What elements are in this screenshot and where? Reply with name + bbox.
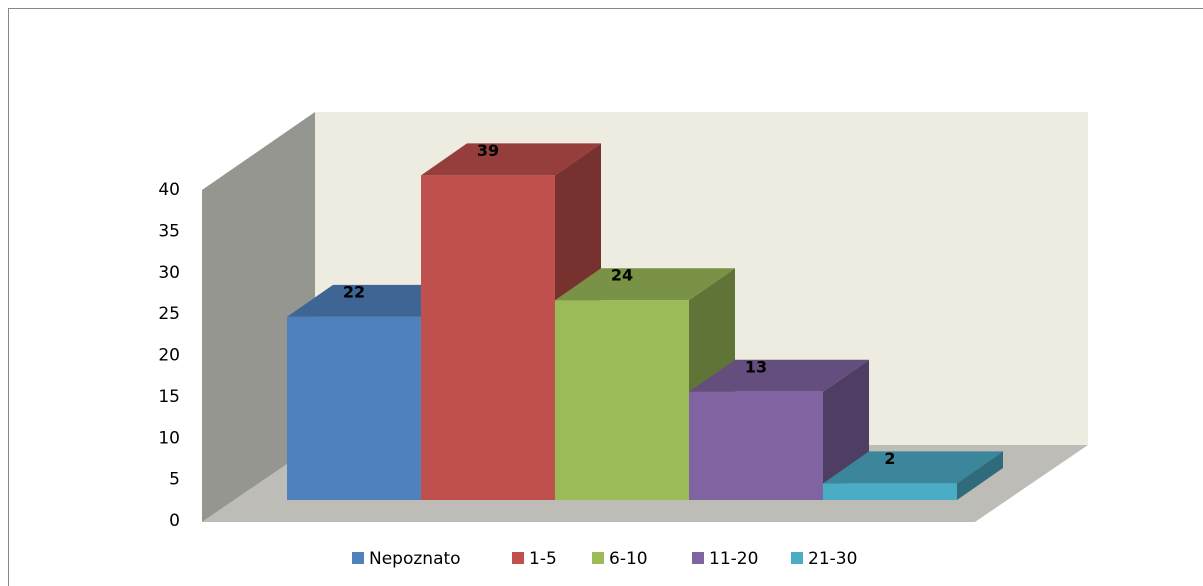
- side-wall: [202, 112, 315, 522]
- bar: [421, 175, 555, 500]
- data-label: 2: [884, 449, 895, 468]
- y-tick-label: 25: [158, 304, 180, 324]
- data-label: 24: [611, 266, 633, 285]
- data-label: 13: [745, 357, 767, 376]
- bar: [287, 316, 421, 500]
- chart-border: [8, 8, 1203, 586]
- bar-top: [555, 268, 735, 301]
- y-tick-label: 30: [158, 263, 180, 283]
- legend-label: 11-20: [709, 549, 758, 569]
- legend-swatch: [512, 552, 524, 564]
- bar-top: [421, 143, 601, 176]
- y-tick-label: 35: [158, 221, 180, 241]
- legend-label: Nepoznato: [369, 549, 461, 569]
- bar-top: [823, 451, 1003, 484]
- y-tick-label: 40: [158, 180, 180, 200]
- y-tick-label: 20: [158, 346, 180, 366]
- y-tick-label: 5: [169, 470, 180, 490]
- bar: [689, 391, 823, 500]
- data-label: 39: [477, 141, 499, 160]
- legend-label: 6-10: [609, 549, 648, 569]
- y-tick-label: 10: [158, 428, 180, 448]
- legend-swatch: [692, 552, 704, 564]
- y-tick-label: 0: [169, 511, 180, 531]
- y-tick-label: 15: [158, 387, 180, 407]
- legend-label: 1-5: [529, 549, 557, 569]
- data-label: 22: [343, 282, 365, 301]
- legend-swatch: [592, 552, 604, 564]
- bar: [555, 300, 689, 500]
- bar: [823, 483, 957, 500]
- bar-top: [689, 359, 869, 392]
- legend-label: 21-30: [808, 549, 857, 569]
- legend-swatch: [352, 552, 364, 564]
- bar-side: [957, 451, 1003, 500]
- legend-swatch: [791, 552, 803, 564]
